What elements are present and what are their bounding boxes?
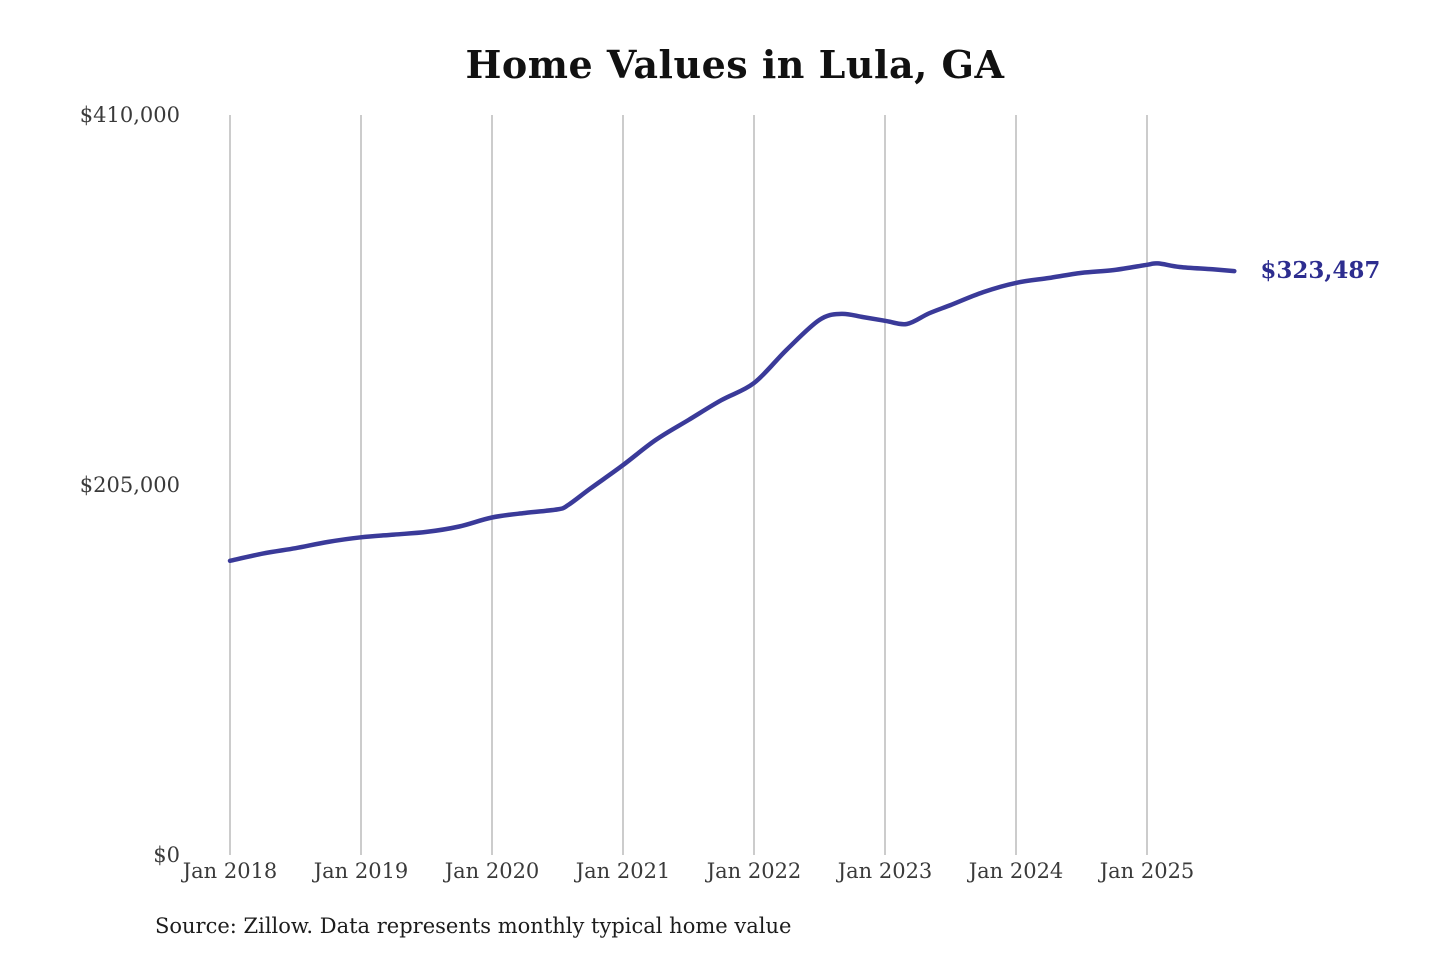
chart-title: Home Values in Lula, GA [465,42,1005,87]
x-tick-label-2020: Jan 2020 [444,859,540,883]
x-tick-label-2023: Jan 2023 [837,859,933,883]
y-tick-label-410000: $410,000 [79,103,180,127]
x-tick-label-2024: Jan 2024 [968,859,1064,883]
x-tick-label-2022: Jan 2022 [706,859,802,883]
x-tick-label-2018: Jan 2018 [182,859,278,883]
latest-value-label: $323,487 [1260,257,1381,285]
x-tick-label-2025: Jan 2025 [1099,859,1195,883]
y-tick-label-0: $0 [153,843,180,867]
x-tick-label-2021: Jan 2021 [575,859,671,883]
value-line [227,261,1237,564]
x-tick-label-2019: Jan 2019 [313,859,409,883]
y-tick-label-205000: $205,000 [79,473,180,497]
source-note: Source: Zillow. Data represents monthly … [155,914,792,938]
